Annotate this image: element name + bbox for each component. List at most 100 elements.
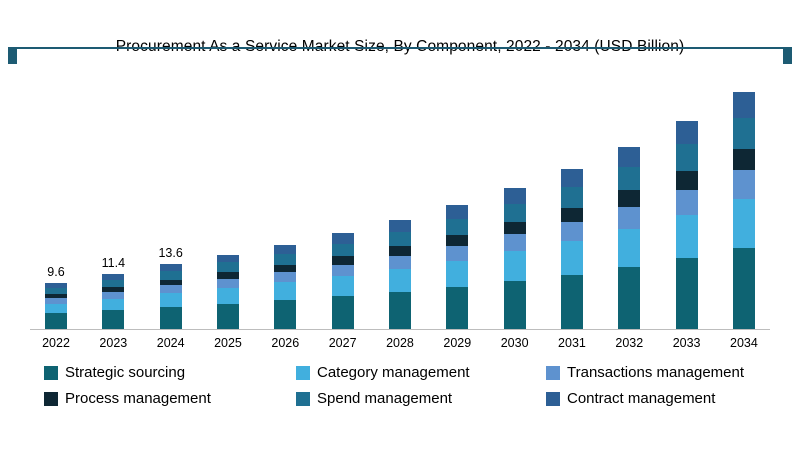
bar-segment-strategic-sourcing (560, 274, 583, 329)
bar-segment-category-management (388, 269, 411, 292)
bar-2034 (724, 88, 764, 329)
bar-segment-contract-management (503, 188, 526, 204)
bar-segment-spend-management (274, 253, 297, 265)
bar-2029 (437, 201, 477, 329)
bar-2031 (552, 165, 592, 329)
legend-item-spend-management: Spend management (296, 390, 546, 407)
bar-segment-strategic-sourcing (331, 296, 354, 329)
x-axis-label-2023: 2023 (99, 336, 128, 350)
frame-top-line (8, 47, 792, 49)
bar-segment-spend-management (618, 166, 641, 191)
bar-segment-transactions-management (388, 256, 411, 269)
bar-stack (216, 254, 239, 329)
x-axis-label-2031: 2031 (558, 336, 586, 350)
bar-segment-category-management (503, 251, 526, 281)
legend-marker-icon (546, 365, 560, 380)
bar-2023: 11.4 (93, 256, 133, 329)
x-axis-label-2028: 2028 (386, 336, 414, 350)
bar-2033 (667, 117, 707, 329)
bar-segment-transactions-management (446, 246, 469, 261)
bar-segment-transactions-management (503, 234, 526, 252)
bar-2022: 9.6 (36, 265, 76, 329)
legend: Strategic sourcing Category management Tra… (44, 364, 800, 407)
bar-2026 (265, 241, 305, 329)
x-axis-label-2025: 2025 (214, 336, 242, 350)
bar-segment-process-management (503, 221, 526, 235)
bar-segment-contract-management (159, 263, 182, 271)
bar-stack (732, 91, 755, 329)
bar-segment-transactions-management (675, 189, 698, 215)
bar-segment-transactions-management (159, 285, 182, 294)
bar-segment-spend-management (560, 187, 583, 208)
legend-label: Process management (65, 390, 211, 407)
bar-segment-transactions-management (732, 170, 755, 199)
bar-segment-process-management (331, 256, 354, 265)
bar-segment-transactions-management (45, 297, 67, 304)
bar-segment-process-management (274, 264, 297, 273)
bar-segment-category-management (618, 228, 641, 268)
bar-segment-spend-management (446, 218, 469, 236)
bar-stack (446, 205, 469, 329)
bar-segment-spend-management (102, 280, 125, 288)
legend-item-contract-management: Contract management (546, 390, 800, 407)
x-axis-labels: 2022 2023 2024 2025 2026 2027 2028 2029 2030 2031… (30, 330, 770, 350)
bar-segment-process-management (732, 148, 755, 171)
bar-segment-spend-management (159, 270, 182, 280)
bar-segment-contract-management (388, 220, 411, 233)
bar-stack (331, 233, 354, 329)
bar-segment-strategic-sourcing (503, 281, 526, 329)
bar-segment-process-management (159, 279, 182, 286)
bar-2027 (323, 229, 363, 329)
bar-segment-process-management (216, 272, 239, 279)
bars-row: 9.6 11.4 13.6 (30, 62, 770, 330)
legend-marker-icon (44, 391, 58, 406)
x-axis-label-2024: 2024 (156, 336, 185, 350)
bar-segment-strategic-sourcing (388, 292, 411, 329)
legend-item-strategic-sourcing: Strategic sourcing (44, 364, 296, 381)
bar-stack (102, 274, 125, 329)
x-axis-label-2029: 2029 (443, 336, 472, 350)
bar-segment-spend-management (732, 117, 755, 149)
bar-segment-strategic-sourcing (618, 267, 641, 329)
legend-label: Spend management (317, 390, 453, 407)
bar-segment-process-management (45, 293, 67, 298)
x-axis-label-2033: 2033 (672, 336, 701, 350)
bar-stack (618, 146, 641, 329)
bar-stack (274, 245, 297, 329)
bar-segment-contract-management (618, 146, 641, 167)
bar-segment-spend-management (45, 287, 67, 294)
bar-stack (388, 220, 411, 329)
bar-2025 (208, 251, 248, 329)
bar-segment-spend-management (388, 232, 411, 247)
bar-segment-strategic-sourcing (446, 286, 469, 329)
bar-segment-contract-management (274, 245, 297, 254)
bar-stack (560, 169, 583, 329)
bar-segment-category-management (446, 260, 469, 287)
bar-segment-strategic-sourcing (675, 258, 698, 329)
bar-2024: 13.6 (151, 246, 191, 329)
bar-segment-strategic-sourcing (102, 310, 125, 329)
plot-area: 9.6 11.4 13.6 2022 2023 2024 2025 2026 2027 2028… (30, 62, 770, 350)
x-axis-label-2027: 2027 (328, 336, 357, 350)
legend-marker-icon (546, 391, 560, 406)
bar-segment-category-management (675, 214, 698, 259)
legend-marker-icon (296, 391, 310, 406)
bar-segment-transactions-management (331, 264, 354, 277)
bar-stack (675, 121, 698, 329)
legend-label: Transactions management (567, 364, 745, 381)
bar-segment-spend-management (216, 262, 239, 273)
legend-label: Strategic sourcing (65, 364, 186, 381)
bar-segment-category-management (274, 282, 297, 301)
bar-segment-spend-management (675, 144, 698, 172)
bar-segment-process-management (675, 171, 698, 190)
bar-segment-transactions-management (618, 206, 641, 229)
bar-stack (159, 263, 182, 329)
bar-segment-process-management (618, 190, 641, 207)
frame-corner-top-right (783, 47, 792, 64)
x-axis-label-2026: 2026 (271, 336, 300, 350)
bar-segment-transactions-management (102, 292, 125, 299)
bar-segment-strategic-sourcing (732, 248, 755, 329)
bar-total-label: 11.4 (101, 256, 126, 271)
bar-segment-category-management (732, 198, 755, 249)
bar-segment-category-management (331, 276, 354, 297)
